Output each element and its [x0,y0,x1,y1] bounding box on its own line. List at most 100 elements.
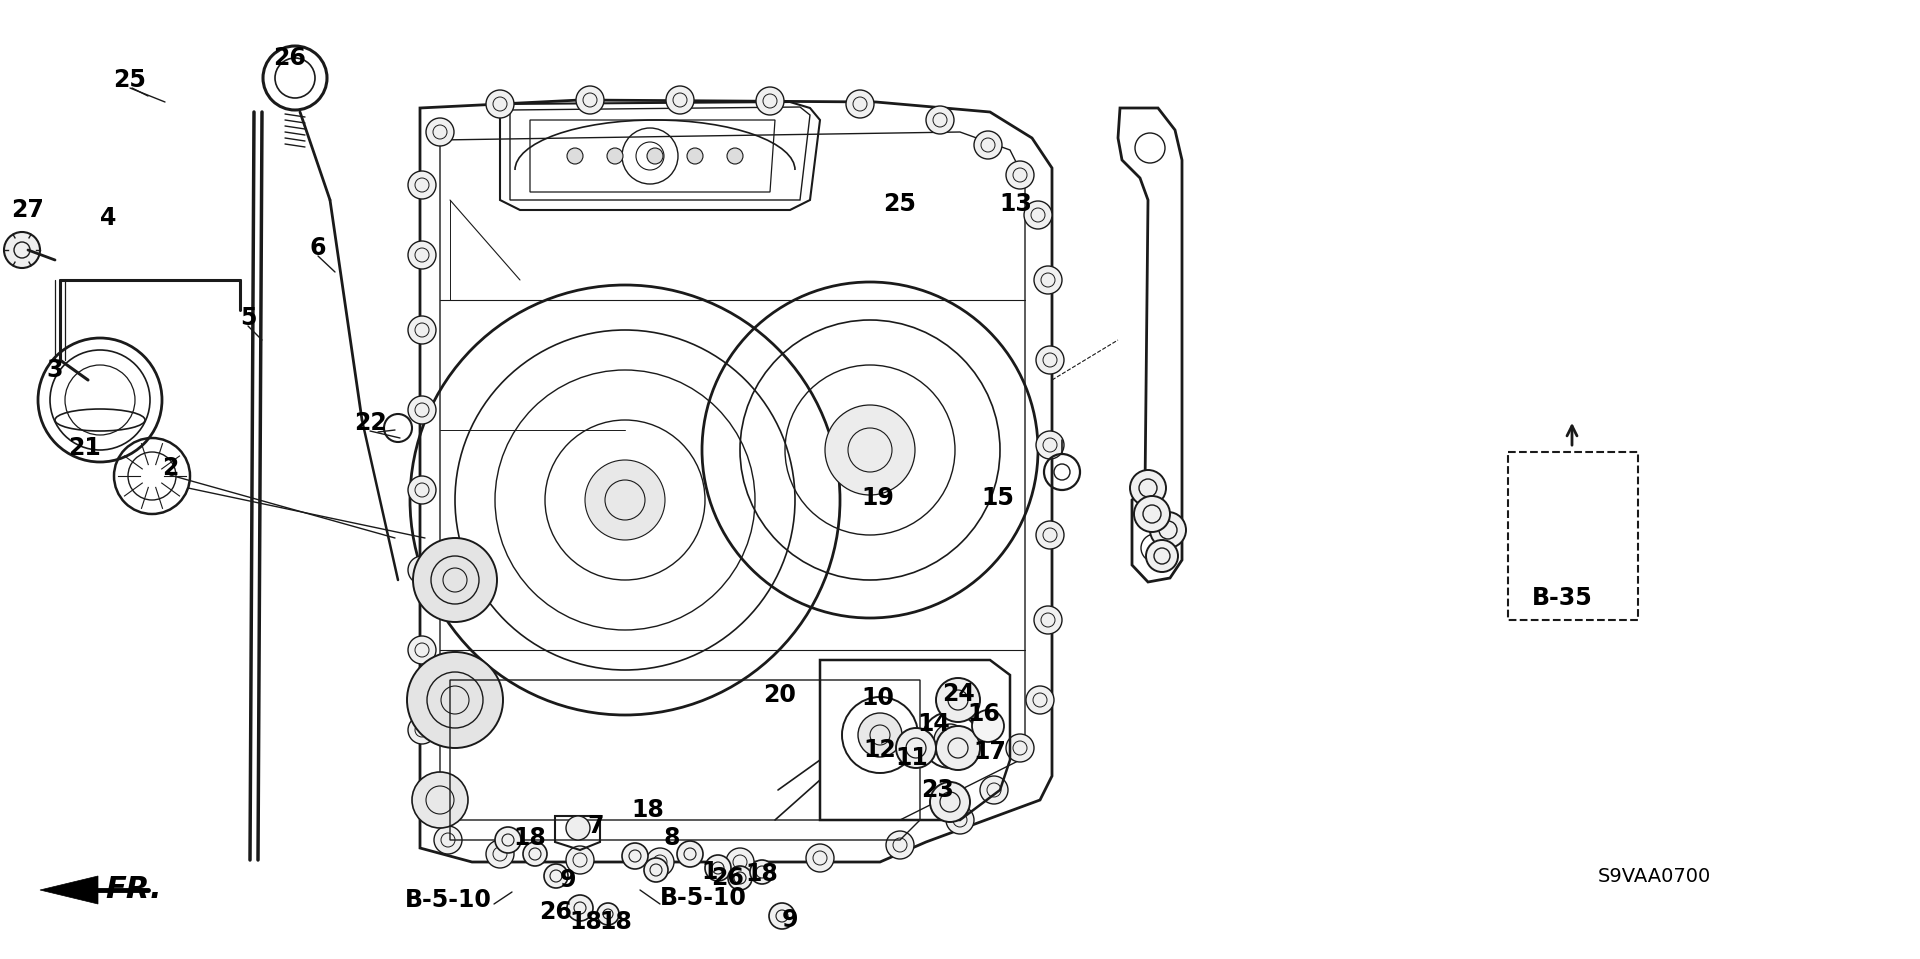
Text: 19: 19 [862,486,895,510]
Circle shape [1006,161,1035,189]
Text: 13: 13 [1000,192,1033,216]
Circle shape [407,652,503,748]
Circle shape [937,678,979,722]
Circle shape [407,396,436,424]
Text: 10: 10 [862,686,895,710]
Circle shape [1131,470,1165,506]
Text: B-5-10: B-5-10 [660,886,747,910]
Circle shape [1150,512,1187,548]
Circle shape [413,538,497,622]
Circle shape [495,827,520,853]
Text: 18: 18 [632,798,664,822]
Circle shape [705,855,732,881]
Text: 6: 6 [309,236,326,260]
Text: 3: 3 [46,358,63,382]
Circle shape [407,476,436,504]
Text: 21: 21 [69,436,102,460]
Circle shape [576,86,605,114]
Circle shape [426,118,453,146]
Text: 11: 11 [895,746,929,770]
Circle shape [407,636,436,664]
Circle shape [413,772,468,828]
Circle shape [1037,431,1064,459]
Circle shape [885,831,914,859]
Circle shape [417,786,444,814]
Text: 1: 1 [703,860,718,884]
Circle shape [607,148,622,164]
Circle shape [597,903,618,925]
Circle shape [566,895,593,921]
Text: 22: 22 [353,411,386,435]
Text: 26: 26 [273,46,307,70]
Text: 4: 4 [100,206,117,230]
Circle shape [1006,734,1035,762]
Text: 25: 25 [113,68,146,92]
Circle shape [972,710,1004,742]
Circle shape [586,460,664,540]
Text: 5: 5 [240,306,255,330]
Circle shape [407,241,436,269]
Circle shape [933,724,966,756]
Text: 9: 9 [781,908,799,932]
Text: 12: 12 [864,738,897,762]
Text: 16: 16 [968,702,1000,726]
Circle shape [1037,521,1064,549]
Text: 8: 8 [664,826,680,850]
Circle shape [407,171,436,199]
Text: FR.: FR. [106,876,161,904]
Text: 26: 26 [540,900,572,924]
Text: 24: 24 [941,682,973,706]
Circle shape [1023,201,1052,229]
Circle shape [486,840,515,868]
Circle shape [728,866,753,890]
Text: 14: 14 [918,712,950,736]
Text: 20: 20 [764,683,797,707]
Circle shape [407,716,436,744]
Text: 18: 18 [513,826,547,850]
Circle shape [1035,606,1062,634]
Circle shape [806,844,833,872]
Circle shape [566,816,589,840]
Circle shape [687,148,703,164]
Text: 27: 27 [12,198,44,222]
Text: 7: 7 [588,814,605,838]
Text: 15: 15 [981,486,1014,510]
Circle shape [1037,346,1064,374]
Text: 18: 18 [599,910,632,934]
Circle shape [522,842,547,866]
Text: 26: 26 [712,866,745,890]
Circle shape [4,232,40,268]
Text: 17: 17 [973,740,1006,764]
Circle shape [728,148,743,164]
Circle shape [1146,540,1179,572]
Text: S9VAA0700: S9VAA0700 [1597,867,1711,885]
Circle shape [826,405,916,495]
Text: 9: 9 [561,868,576,892]
Circle shape [486,90,515,118]
Circle shape [647,148,662,164]
Polygon shape [40,876,98,904]
Circle shape [897,728,937,768]
Circle shape [645,848,674,876]
Text: 18: 18 [745,862,778,886]
Circle shape [434,826,463,854]
Circle shape [770,903,795,929]
Circle shape [678,841,703,867]
Circle shape [1025,686,1054,714]
Text: 2: 2 [161,456,179,480]
Circle shape [407,556,436,584]
Circle shape [947,806,973,834]
Circle shape [622,843,649,869]
Text: B-5-10: B-5-10 [405,888,492,912]
Circle shape [929,782,970,822]
Circle shape [1035,266,1062,294]
Circle shape [643,858,668,882]
Circle shape [566,846,593,874]
Circle shape [756,87,783,115]
Circle shape [925,106,954,134]
Circle shape [973,131,1002,159]
Circle shape [726,848,755,876]
Circle shape [566,148,584,164]
Text: B-35: B-35 [1532,586,1592,610]
Circle shape [847,90,874,118]
